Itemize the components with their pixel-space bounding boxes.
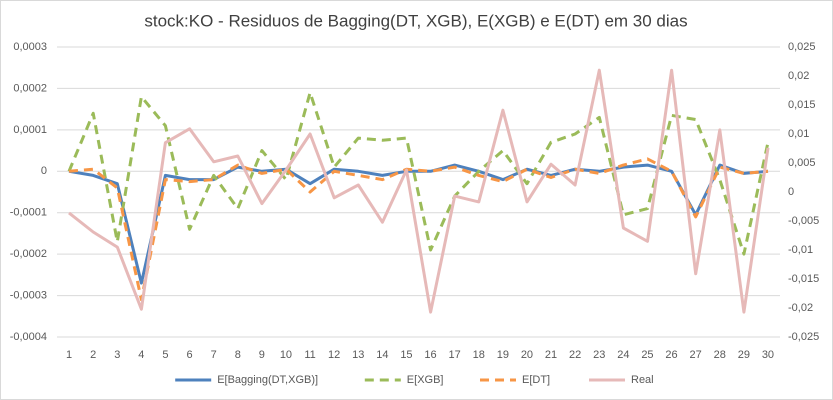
x-tick-label: 3 xyxy=(114,349,120,361)
x-tick-label: 23 xyxy=(593,349,605,361)
legend-label: E[Bagging(DT,XGB)] xyxy=(217,374,318,386)
y2-tick-label: -0,01 xyxy=(788,244,813,256)
y2-tick-label: -0,025 xyxy=(788,331,819,343)
x-tick-label: 12 xyxy=(328,349,340,361)
y-tick-label: -0,0004 xyxy=(10,331,47,343)
x-tick-label: 24 xyxy=(617,349,629,361)
x-tick-label: 17 xyxy=(449,349,461,361)
y-tick-label: 0,0002 xyxy=(13,82,47,94)
x-tick-label: 20 xyxy=(521,349,533,361)
y2-tick-label: -0,005 xyxy=(788,215,819,227)
y2-tick-label: 0,015 xyxy=(788,99,816,111)
y-tick-label: 0,0001 xyxy=(13,124,47,136)
x-tick-label: 10 xyxy=(280,349,292,361)
y-tick-label: 0 xyxy=(41,165,47,177)
legend-label: E[DT] xyxy=(522,374,550,386)
x-tick-label: 11 xyxy=(304,349,315,361)
y2-tick-label: 0,01 xyxy=(788,128,809,140)
x-tick-label: 18 xyxy=(473,349,485,361)
y2-tick-label: 0,02 xyxy=(788,70,809,82)
x-tick-label: 1 xyxy=(66,349,72,361)
x-tick-label: 2 xyxy=(90,349,96,361)
x-tick-label: 28 xyxy=(714,349,726,361)
y2-tick-label: -0,015 xyxy=(788,273,819,285)
series-line xyxy=(68,68,770,314)
x-tick-label: 6 xyxy=(186,349,192,361)
y-tick-label: -0,0001 xyxy=(10,207,47,219)
x-tick-label: 13 xyxy=(352,349,364,361)
x-tick-label: 26 xyxy=(665,349,677,361)
x-tick-label: 27 xyxy=(690,349,702,361)
x-tick-label: 21 xyxy=(545,349,557,361)
x-tick-label: 9 xyxy=(259,349,265,361)
x-tick-label: 25 xyxy=(641,349,653,361)
x-tick-label: 4 xyxy=(138,349,144,361)
y2-tick-label: 0,005 xyxy=(788,157,816,169)
legend-label: E[XGB] xyxy=(407,374,444,386)
y-tick-label: -0,0003 xyxy=(10,289,47,301)
x-tick-label: 7 xyxy=(211,349,217,361)
x-tick-label: 16 xyxy=(424,349,436,361)
x-tick-label: 30 xyxy=(762,349,774,361)
x-tick-label: 5 xyxy=(162,349,168,361)
chart-title: stock:KO - Residuos de Bagging(DT, XGB),… xyxy=(144,11,687,30)
x-tick-label: 15 xyxy=(400,349,412,361)
x-tick-label: 14 xyxy=(376,349,388,361)
series-line xyxy=(67,91,770,256)
x-tick-label: 8 xyxy=(235,349,241,361)
x-tick-label: 29 xyxy=(738,349,750,361)
legend-label: Real xyxy=(631,374,654,386)
y2-tick-label: 0 xyxy=(788,186,794,198)
y-tick-label: -0,0002 xyxy=(10,248,47,260)
x-tick-label: 19 xyxy=(497,349,509,361)
y-tick-label: 0,0003 xyxy=(13,41,47,53)
y2-tick-label: 0,025 xyxy=(788,41,816,53)
x-tick-label: 22 xyxy=(569,349,581,361)
y2-tick-label: -0,02 xyxy=(788,302,813,314)
series-line xyxy=(68,157,769,302)
